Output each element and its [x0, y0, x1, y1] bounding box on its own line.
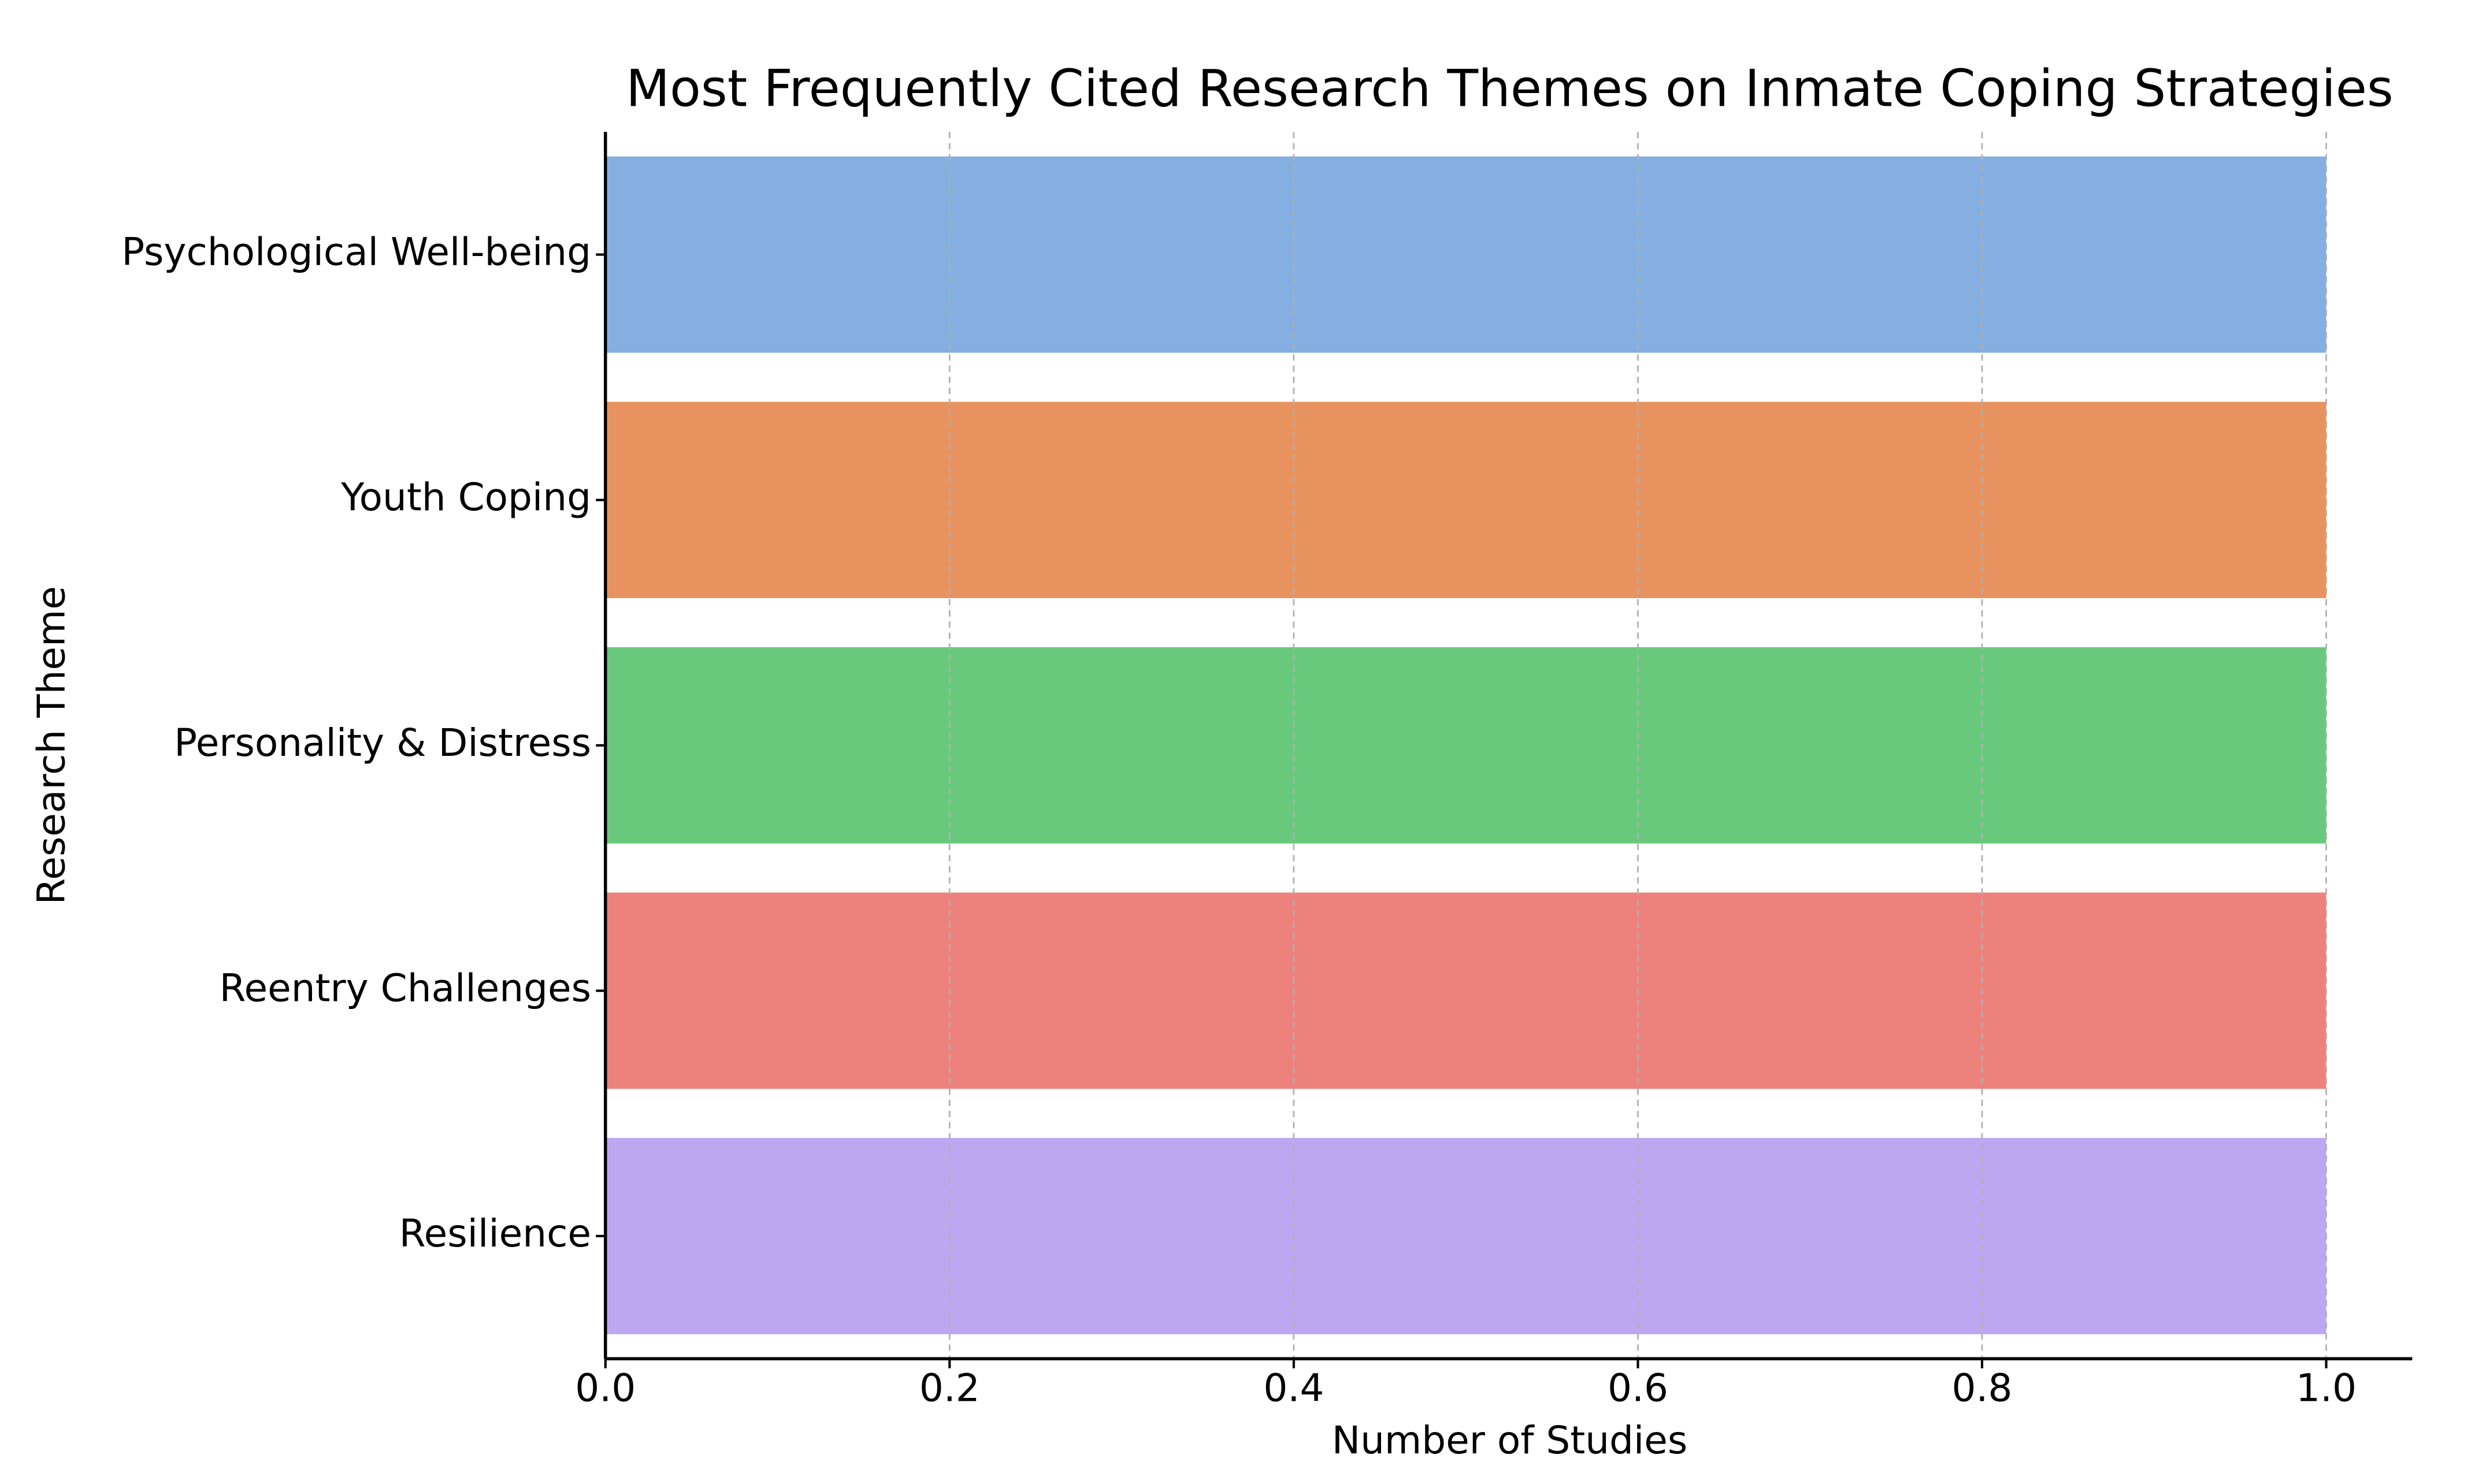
chart-title: Most Frequently Cited Research Themes on…: [626, 58, 2393, 118]
bar: [605, 647, 2326, 844]
bar: [605, 402, 2326, 599]
y-tick-label: Personality & Distress: [174, 721, 591, 765]
x-tick-label: 0.8: [1952, 1366, 2013, 1410]
bar: [605, 892, 2326, 1089]
bar: [605, 156, 2326, 353]
y-axis-title: Research Theme: [29, 586, 74, 904]
y-tick-label: Reentry Challenges: [220, 966, 591, 1010]
y-tick-label: Resilience: [399, 1211, 591, 1256]
x-tick-label: 0.0: [575, 1366, 636, 1410]
bar: [605, 1138, 2326, 1334]
y-tick-label: Psychological Well-being: [121, 230, 591, 274]
y-tick-label: Youth Coping: [340, 475, 591, 520]
x-axis-title: Number of Studies: [1332, 1418, 1688, 1463]
x-tick-label: 0.4: [1263, 1366, 1324, 1410]
x-tick-label: 0.6: [1608, 1366, 1668, 1410]
x-tick-label: 0.2: [919, 1366, 980, 1410]
x-tick-label: 1.0: [2296, 1366, 2356, 1410]
